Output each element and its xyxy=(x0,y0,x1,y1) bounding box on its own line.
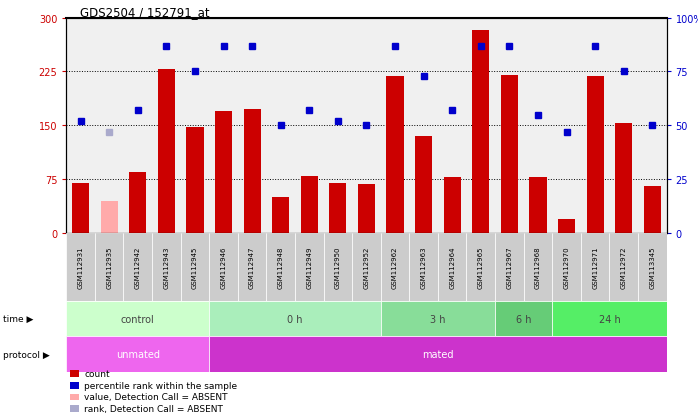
Bar xyxy=(524,233,552,301)
Text: GSM112972: GSM112972 xyxy=(621,246,627,289)
Bar xyxy=(209,301,380,337)
Text: GSM112948: GSM112948 xyxy=(278,246,283,289)
Bar xyxy=(352,233,380,301)
Text: 24 h: 24 h xyxy=(599,314,621,324)
Bar xyxy=(380,301,495,337)
Text: GSM112964: GSM112964 xyxy=(450,246,455,289)
Bar xyxy=(272,197,289,233)
Bar xyxy=(129,173,147,233)
Bar xyxy=(209,233,238,301)
Text: GSM112942: GSM112942 xyxy=(135,246,141,289)
Bar xyxy=(329,183,346,233)
Text: GSM112952: GSM112952 xyxy=(364,246,369,289)
Bar xyxy=(552,301,667,337)
Text: percentile rank within the sample: percentile rank within the sample xyxy=(84,381,237,390)
Bar xyxy=(473,31,489,233)
Text: GSM112967: GSM112967 xyxy=(506,246,512,289)
Bar xyxy=(244,110,260,233)
Bar xyxy=(438,233,466,301)
Text: time ▶: time ▶ xyxy=(3,315,34,323)
Text: GSM112965: GSM112965 xyxy=(478,246,484,289)
Bar xyxy=(66,301,209,337)
Bar xyxy=(324,233,352,301)
Bar xyxy=(66,233,95,301)
Text: 6 h: 6 h xyxy=(516,314,531,324)
Text: GSM112931: GSM112931 xyxy=(77,246,84,289)
Bar xyxy=(124,233,152,301)
Bar xyxy=(267,233,295,301)
Bar xyxy=(101,201,118,233)
Text: mated: mated xyxy=(422,349,454,359)
Text: GSM112971: GSM112971 xyxy=(592,246,598,289)
Bar xyxy=(409,233,438,301)
Bar xyxy=(181,233,209,301)
Text: unmated: unmated xyxy=(116,349,160,359)
Text: rank, Detection Call = ABSENT: rank, Detection Call = ABSENT xyxy=(84,404,223,413)
Text: GSM112947: GSM112947 xyxy=(249,246,255,289)
Bar xyxy=(586,77,604,233)
Bar xyxy=(72,183,89,233)
Bar xyxy=(295,233,324,301)
Bar xyxy=(615,124,632,233)
Text: GSM112949: GSM112949 xyxy=(306,246,312,289)
Text: protocol ▶: protocol ▶ xyxy=(3,350,50,358)
Bar xyxy=(358,185,375,233)
Bar xyxy=(380,233,409,301)
Bar xyxy=(552,233,581,301)
Text: GSM112970: GSM112970 xyxy=(563,246,570,289)
Bar xyxy=(495,233,524,301)
Bar xyxy=(95,233,124,301)
Bar xyxy=(466,233,495,301)
Bar xyxy=(558,219,575,233)
Bar xyxy=(609,233,638,301)
Text: GDS2504 / 152791_at: GDS2504 / 152791_at xyxy=(80,6,210,19)
Text: 0 h: 0 h xyxy=(288,314,303,324)
Text: GSM112950: GSM112950 xyxy=(335,246,341,289)
Bar xyxy=(387,77,403,233)
Text: 3 h: 3 h xyxy=(430,314,445,324)
Bar xyxy=(215,112,232,233)
Bar xyxy=(415,137,432,233)
Text: control: control xyxy=(121,314,155,324)
Bar xyxy=(209,337,667,372)
Text: GSM112963: GSM112963 xyxy=(421,246,426,289)
Text: GSM112962: GSM112962 xyxy=(392,246,398,289)
Bar xyxy=(495,301,552,337)
Text: GSM113345: GSM113345 xyxy=(649,246,655,289)
Bar xyxy=(644,187,661,233)
Bar xyxy=(529,178,547,233)
Bar xyxy=(500,76,518,233)
Text: GSM112946: GSM112946 xyxy=(221,246,227,289)
Bar xyxy=(152,233,181,301)
Bar xyxy=(581,233,609,301)
Bar xyxy=(444,178,461,233)
Bar xyxy=(238,233,267,301)
Bar xyxy=(186,128,204,233)
Bar xyxy=(638,233,667,301)
Bar xyxy=(301,176,318,233)
Text: GSM112943: GSM112943 xyxy=(163,246,170,289)
Text: GSM112935: GSM112935 xyxy=(106,246,112,289)
Bar xyxy=(66,337,209,372)
Text: GSM112945: GSM112945 xyxy=(192,246,198,289)
Text: count: count xyxy=(84,369,110,378)
Text: value, Detection Call = ABSENT: value, Detection Call = ABSENT xyxy=(84,392,228,401)
Text: GSM112968: GSM112968 xyxy=(535,246,541,289)
Bar xyxy=(158,70,175,233)
